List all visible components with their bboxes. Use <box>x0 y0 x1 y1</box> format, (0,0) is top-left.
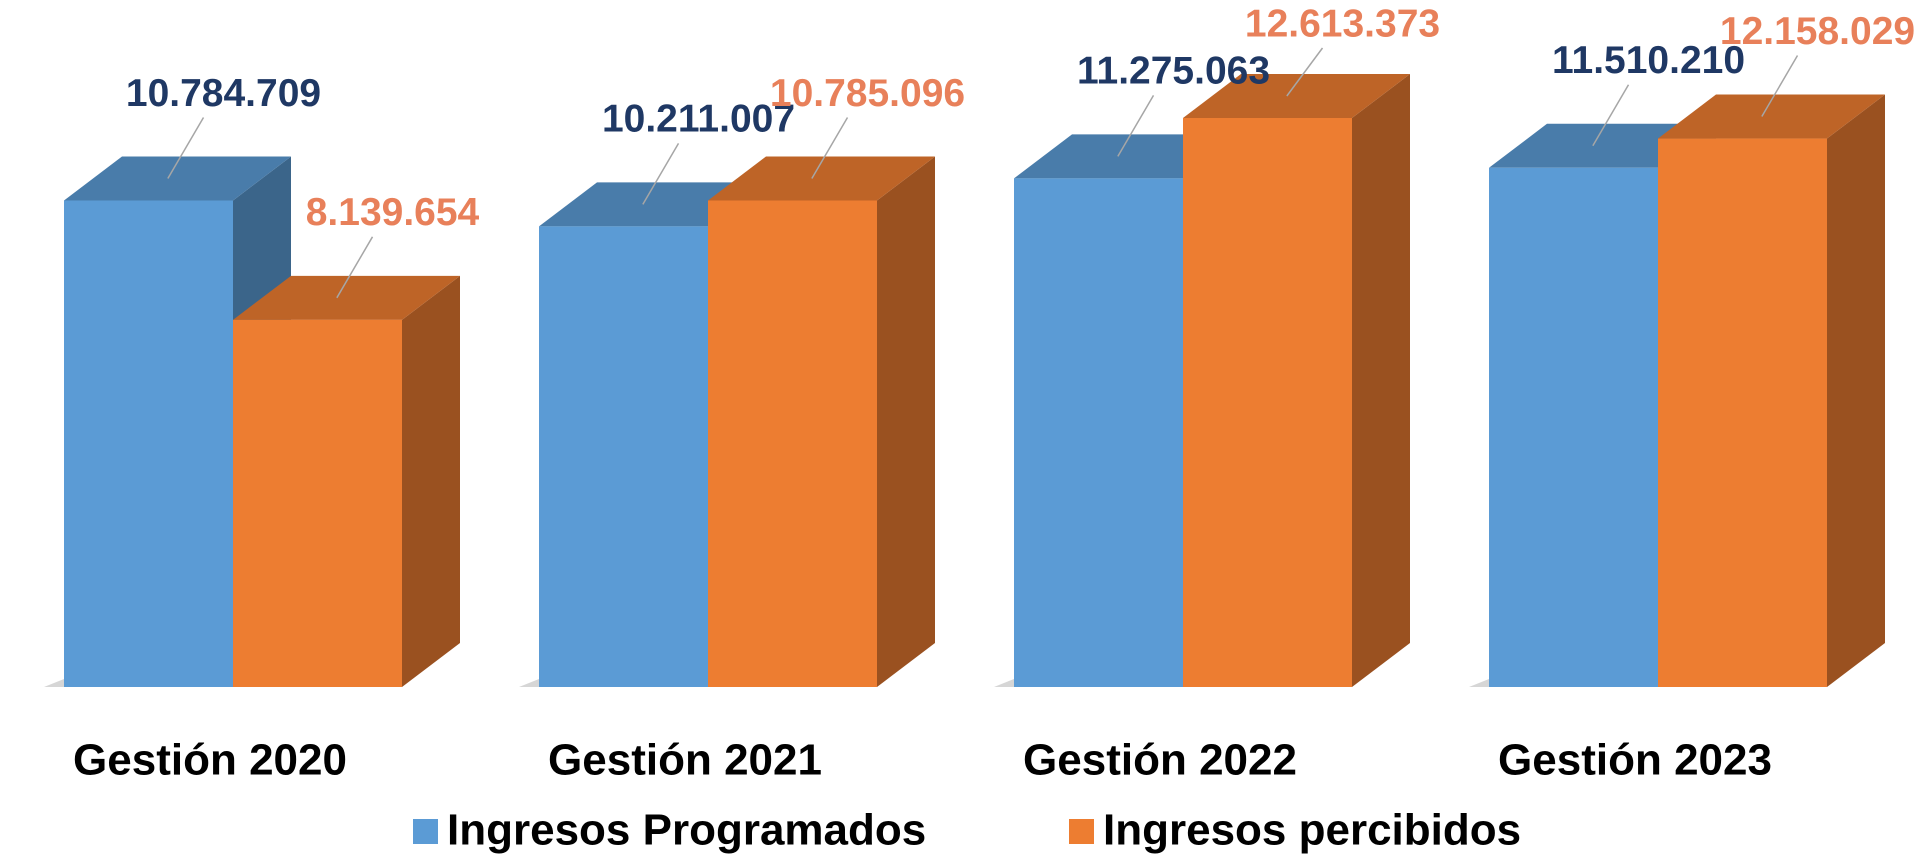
x-tick-label: Gestión 2020 <box>73 736 347 785</box>
leader-line <box>811 117 849 179</box>
bar <box>233 319 402 687</box>
bar-top <box>233 275 460 320</box>
bar-top <box>64 156 291 201</box>
data-label: 10.211.007 <box>602 98 795 141</box>
leader-line <box>1761 55 1799 117</box>
x-tick-label: Gestión 2022 <box>1023 736 1297 785</box>
legend-label: Ingresos Programados <box>447 806 926 855</box>
bar-side <box>877 156 935 688</box>
bar-side <box>402 275 460 687</box>
legend-label: Ingresos percibidos <box>1103 806 1521 855</box>
bar <box>539 226 708 687</box>
bar <box>1489 167 1658 687</box>
leader-line <box>1592 84 1630 147</box>
bar <box>1183 118 1352 687</box>
leader-line <box>642 142 680 205</box>
bar <box>1658 138 1827 687</box>
bar <box>1014 178 1183 687</box>
x-tick-label: Gestión 2021 <box>548 736 822 785</box>
x-tick-label: Gestión 2023 <box>1498 736 1772 785</box>
bar <box>708 200 877 687</box>
bar <box>64 200 233 687</box>
legend-swatch <box>413 819 438 844</box>
data-label: 12.613.373 <box>1245 2 1440 45</box>
bar-side <box>1352 74 1410 687</box>
bar-top <box>1658 94 1885 139</box>
leader-line <box>1117 94 1155 157</box>
data-label: 11.510.210 <box>1552 39 1745 82</box>
data-label: 10.784.709 <box>126 72 321 115</box>
leader-line <box>167 117 205 179</box>
data-label: 8.139.654 <box>306 191 480 234</box>
bar-top <box>1183 74 1410 118</box>
data-label: 10.785.096 <box>770 72 965 115</box>
leader-line <box>1286 47 1324 97</box>
legend-swatch <box>1069 819 1094 844</box>
bar-top <box>708 156 935 201</box>
leader-line <box>336 236 374 299</box>
data-label: 12.158.029 <box>1720 10 1915 53</box>
data-label: 11.275.063 <box>1077 50 1270 93</box>
bar-side <box>1827 94 1885 687</box>
